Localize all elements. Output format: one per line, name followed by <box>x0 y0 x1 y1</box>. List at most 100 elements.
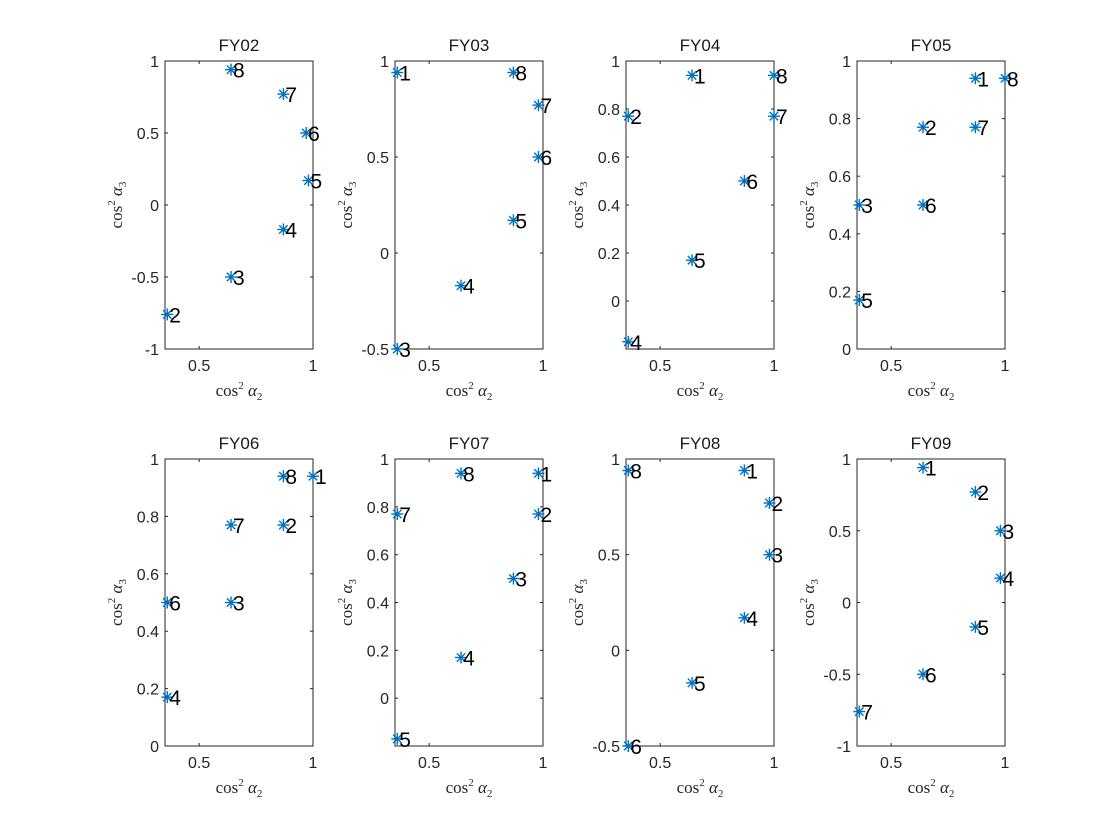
data-point-marker <box>455 651 468 664</box>
x-axis-label: cos2 α2 <box>677 380 724 403</box>
y-tick-label: 0.5 <box>137 126 159 143</box>
data-point-label: 8 <box>285 466 297 489</box>
data-point-marker <box>161 691 174 704</box>
x-tick-label: 1 <box>539 358 548 375</box>
y-tick-label: 0 <box>611 294 620 311</box>
y-tick-label: 0.4 <box>367 596 389 613</box>
data-point-label: 6 <box>308 123 320 146</box>
data-point-label: 6 <box>169 593 181 616</box>
y-axis-label: cos2 α3 <box>106 579 129 626</box>
y-tick-label: 0.4 <box>598 198 620 215</box>
y-tick-label: -0.5 <box>823 667 851 684</box>
plot-frame <box>164 458 314 747</box>
data-point-marker <box>622 335 635 348</box>
data-point-label: 6 <box>925 664 937 687</box>
data-point-marker <box>391 508 404 521</box>
data-point-marker <box>917 199 930 211</box>
svg-text:cos2 α3: cos2 α3 <box>336 181 359 228</box>
subplot-title: FY04 <box>680 36 721 55</box>
data-point-label: 4 <box>285 219 297 242</box>
svg-text:cos2 α3: cos2 α3 <box>798 579 821 626</box>
data-point-label: 3 <box>233 593 245 616</box>
data-point-marker <box>853 199 866 211</box>
data-point-label: 6 <box>925 195 937 218</box>
data-point-label: 1 <box>746 460 758 483</box>
plot-frame <box>625 60 775 350</box>
data-point-label: 5 <box>399 729 411 752</box>
y-axis-label: cos2 α3 <box>336 579 359 626</box>
x-tick-label: 0.5 <box>188 755 210 772</box>
data-point-label: 2 <box>285 515 297 538</box>
y-axis-label: cos2 α3 <box>106 181 129 228</box>
subplot-fy05: FY05 0 0.2 0.4 0.6 0.8 1 0.5 1 cos2 α2 cos2 α3 1 2 3 5… <box>798 36 1019 403</box>
x-tick-label: 0.5 <box>418 358 440 375</box>
data-point-marker <box>455 279 468 292</box>
x-tick-label: 1 <box>770 358 779 375</box>
data-point-label: 1 <box>925 458 937 481</box>
svg-text:cos2 α3: cos2 α3 <box>336 579 359 626</box>
data-point-marker <box>225 596 238 609</box>
data-point-label: 3 <box>771 545 783 568</box>
svg-text:cos2 α3: cos2 α3 <box>798 181 821 228</box>
data-point-label: 5 <box>694 250 706 273</box>
y-axis-label: cos2 α3 <box>336 181 359 228</box>
svg-text:cos2 α2: cos2 α2 <box>446 380 493 403</box>
data-point-marker <box>738 464 751 477</box>
data-point-marker <box>622 110 635 123</box>
svg-text:cos2 α3: cos2 α3 <box>106 181 129 228</box>
data-point-label: 2 <box>925 117 937 140</box>
data-point-label: 3 <box>515 569 527 592</box>
data-point-marker <box>999 72 1011 85</box>
data-point-label: 8 <box>776 65 788 88</box>
data-point-label: 7 <box>776 106 788 129</box>
x-tick-label: 0.5 <box>418 755 440 772</box>
svg-text:cos2 α2: cos2 α2 <box>677 380 724 403</box>
data-point-label: 3 <box>399 339 411 362</box>
data-point-label: 8 <box>463 463 475 486</box>
data-point-label: 5 <box>694 673 706 696</box>
y-tick-label: 0.6 <box>829 169 851 186</box>
svg-text:cos2 α2: cos2 α2 <box>908 380 955 403</box>
y-tick-label: -1 <box>837 739 851 756</box>
y-tick-label: 0 <box>380 691 389 708</box>
x-axis-label: cos2 α2 <box>216 380 263 403</box>
x-tick-label: 0.5 <box>880 755 902 772</box>
data-point-label: 4 <box>630 332 642 355</box>
svg-text:cos2 α3: cos2 α3 <box>567 579 590 626</box>
data-point-label: 8 <box>515 63 527 86</box>
plot-frame <box>394 458 544 747</box>
plot-frame <box>164 60 314 350</box>
x-tick-label: 1 <box>1001 755 1010 772</box>
data-point-marker <box>507 66 520 79</box>
data-point-marker <box>917 668 930 681</box>
data-point-label: 3 <box>861 195 873 218</box>
x-axis-label: cos2 α2 <box>908 777 955 800</box>
subplot-title: FY02 <box>219 36 260 55</box>
data-point-marker <box>300 127 313 139</box>
subplot-title: FY09 <box>911 434 952 453</box>
y-tick-label: 1 <box>380 452 389 469</box>
subplot-title: FY07 <box>449 434 490 453</box>
y-tick-label: 0.4 <box>829 227 851 244</box>
x-axis-label: cos2 α2 <box>216 777 263 800</box>
svg-text:cos2 α2: cos2 α2 <box>216 777 263 800</box>
y-tick-label: 0.6 <box>367 548 389 565</box>
subplot-title: FY03 <box>449 36 490 55</box>
x-tick-label: 1 <box>309 755 318 772</box>
data-point-label: 2 <box>630 106 642 129</box>
y-tick-label: 0.8 <box>829 112 851 129</box>
data-point-marker <box>686 254 699 267</box>
data-point-label: 6 <box>540 147 552 170</box>
y-tick-label: 1 <box>842 54 851 71</box>
y-tick-label: 0.6 <box>137 567 159 584</box>
data-point-label: 4 <box>463 648 475 671</box>
y-tick-label: -0.5 <box>592 739 620 756</box>
data-point-marker <box>994 524 1007 537</box>
svg-text:cos2 α3: cos2 α3 <box>106 579 129 626</box>
x-axis-label: cos2 α2 <box>446 777 493 800</box>
subplot-fy07: FY07 0 0.2 0.4 0.6 0.8 1 0.5 1 cos2 α2 cos2 α3 1 2 3 4… <box>336 434 552 800</box>
data-point-marker <box>969 121 982 134</box>
data-point-label: 2 <box>771 493 783 516</box>
y-tick-label: 0.5 <box>598 548 620 565</box>
